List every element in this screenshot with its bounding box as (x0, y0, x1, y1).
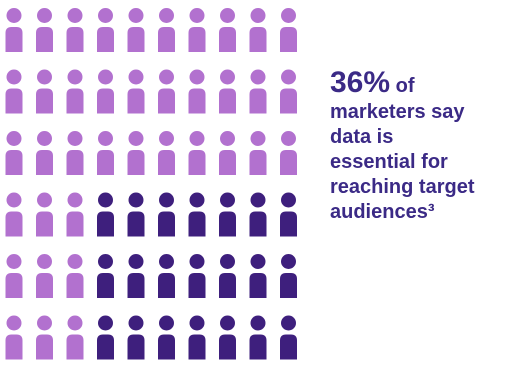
person-icon-highlighted (97, 315, 114, 360)
person-icon (66, 69, 84, 114)
person-icon (158, 131, 175, 175)
person-icon (66, 131, 84, 175)
person-icon (249, 131, 267, 175)
person-icon-highlighted (249, 254, 267, 298)
person-icon (158, 8, 175, 52)
person-icon (280, 131, 297, 175)
person-icon (5, 315, 23, 360)
person-icon (188, 69, 206, 114)
person-icon-highlighted (280, 192, 297, 237)
stat-text: 36% of marketers say data is essential f… (330, 66, 530, 225)
person-icon (36, 192, 53, 237)
person-icon (97, 131, 114, 175)
stat-line-2: data is (330, 126, 394, 148)
stat-of: of (395, 75, 415, 97)
person-icon (188, 131, 206, 175)
person-icon-highlighted (97, 254, 114, 298)
stat-line-1: marketers say (330, 101, 465, 123)
person-icon (219, 69, 236, 114)
person-icon (36, 8, 53, 52)
person-icon-highlighted (188, 192, 206, 237)
person-icon (280, 8, 297, 52)
person-icon (249, 8, 267, 52)
person-icon (127, 8, 145, 52)
person-icon-highlighted (280, 254, 297, 298)
person-icon (219, 131, 236, 175)
person-icon (5, 131, 23, 175)
person-icon-highlighted (188, 254, 206, 298)
person-icon (188, 8, 206, 52)
person-icon-highlighted (97, 192, 114, 237)
person-icon-highlighted (127, 254, 145, 298)
person-icon (97, 8, 114, 52)
person-icon (5, 254, 23, 298)
person-icon (66, 254, 84, 298)
stat-headline: 36% of (330, 66, 530, 100)
stat-line-4: reaching target (330, 176, 475, 198)
person-icon (249, 69, 267, 114)
person-icon-highlighted (158, 192, 175, 237)
person-icon-highlighted (158, 315, 175, 360)
person-icon (66, 315, 84, 360)
person-icon (36, 254, 53, 298)
stat-percent: 36% (330, 66, 391, 99)
person-icon (66, 8, 84, 52)
person-icon (36, 69, 53, 114)
person-icon (127, 69, 145, 114)
person-icon (280, 69, 297, 114)
person-icon-highlighted (249, 315, 267, 360)
person-icon (97, 69, 114, 114)
person-icon (36, 131, 53, 175)
person-icon (158, 69, 175, 114)
person-icon-highlighted (249, 192, 267, 237)
person-icon-highlighted (127, 315, 145, 360)
person-icon (5, 192, 23, 237)
person-icon-highlighted (219, 315, 236, 360)
person-icon (66, 192, 84, 237)
people-pictogram (5, 8, 297, 360)
person-icon (5, 8, 23, 52)
person-icon-highlighted (188, 315, 206, 360)
person-icon-highlighted (219, 254, 236, 298)
stat-line-5: audiences³ (330, 201, 435, 223)
person-icon (5, 69, 23, 114)
person-icon (219, 8, 236, 52)
person-icon (36, 315, 53, 360)
person-icon (127, 131, 145, 175)
person-icon-highlighted (219, 192, 236, 237)
person-icon-highlighted (158, 254, 175, 298)
person-icon-highlighted (280, 315, 297, 360)
person-icon-highlighted (127, 192, 145, 237)
stat-line-3: essential for (330, 151, 448, 173)
